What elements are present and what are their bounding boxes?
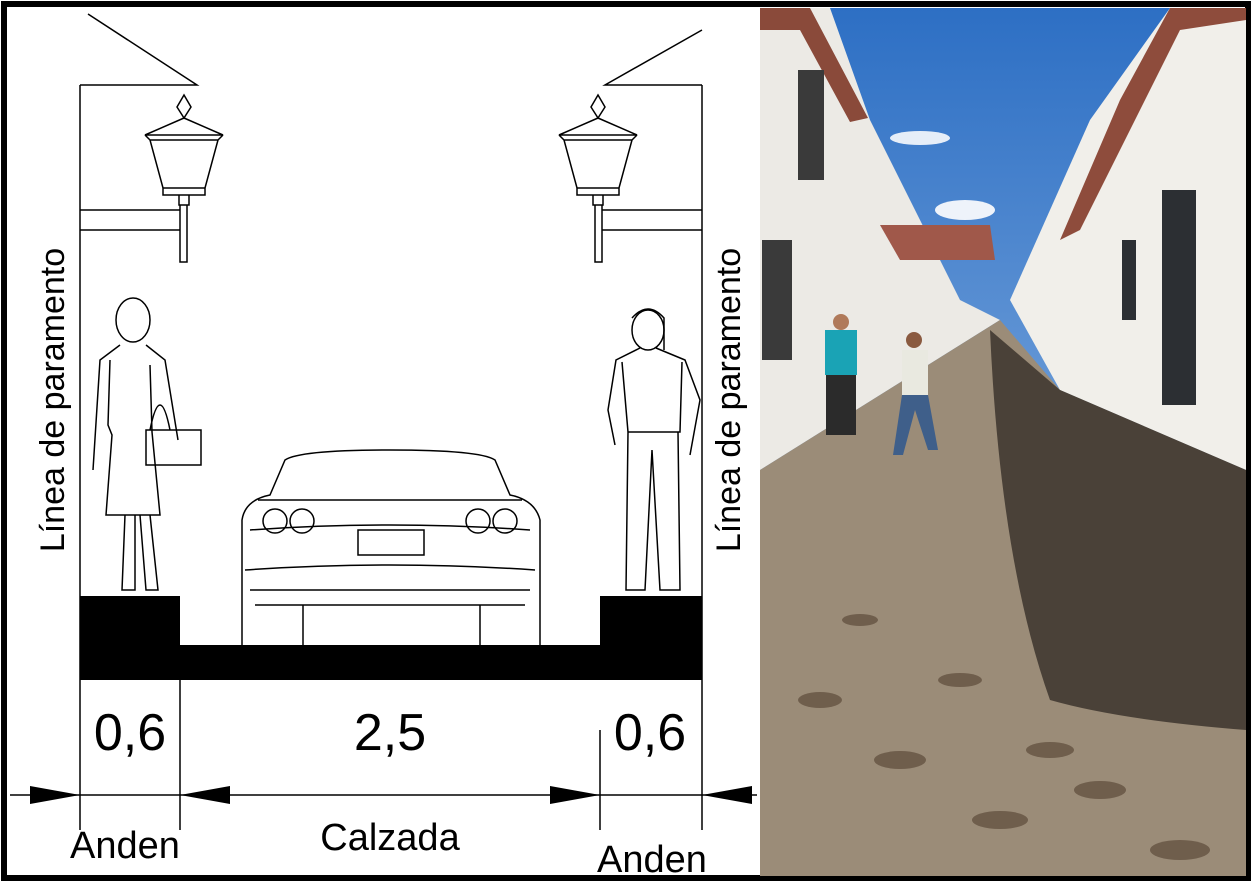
dimension-name: Anden: [70, 825, 180, 867]
figure: Línea de paramento Línea de paramento 0,…: [0, 0, 1252, 882]
page: Línea de paramento Línea de paramento 0,…: [0, 0, 1252, 882]
dimension-value: 0,6: [614, 704, 686, 762]
wall-label: Línea de paramento: [710, 248, 748, 552]
dimension-name: Anden: [597, 839, 707, 881]
dimension-name: Calzada: [320, 817, 460, 859]
wall-label: Línea de paramento: [34, 248, 72, 552]
street-photo: [760, 8, 1246, 876]
dimension-value: 2,5: [354, 704, 426, 762]
dimension-value: 0,6: [94, 704, 166, 762]
